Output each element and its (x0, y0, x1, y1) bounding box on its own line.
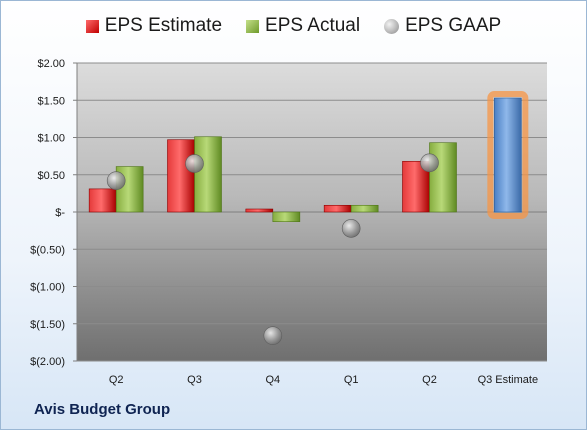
bar-eps-estimate (494, 97, 522, 213)
legend-label-estimate: EPS Estimate (104, 15, 223, 36)
bar-eps-estimate (323, 204, 352, 213)
x-tick-label: Q2 (422, 374, 437, 386)
y-tick-label: $1.50 (37, 95, 65, 107)
point-eps-gaap (341, 219, 361, 238)
y-tick-label: $(2.00) (30, 356, 65, 368)
y-tick-label: $(0.50) (30, 244, 65, 256)
y-tick-label: $0.50 (37, 170, 65, 182)
bar-eps-actual (272, 211, 301, 222)
bar-eps-estimate (167, 139, 195, 213)
x-tick-label: Q2 (109, 374, 124, 386)
point-eps-gaap (106, 171, 126, 191)
x-tick-label: Q1 (344, 374, 359, 386)
x-tick-label: Q3 Estimate (478, 374, 539, 386)
forecast-highlight (487, 91, 529, 219)
y-tick-label: $- (55, 207, 65, 219)
legend-item-gaap: EPS GAAP (384, 15, 501, 37)
y-tick-label: $1.00 (37, 133, 65, 145)
legend-item-actual: EPS Actual (246, 15, 360, 37)
legend-item-estimate: EPS Estimate (85, 15, 223, 37)
point-eps-gaap (420, 153, 439, 173)
legend-swatch-actual (246, 19, 260, 33)
legend-swatch-gaap (384, 18, 400, 34)
y-tick-label: $2.00 (37, 58, 65, 70)
bar-eps-estimate (245, 208, 274, 213)
legend-label-actual: EPS Actual (265, 15, 361, 36)
bar-eps-actual (194, 136, 222, 213)
x-tick-label: Q4 (265, 374, 280, 386)
point-eps-gaap (263, 326, 283, 345)
bar-eps-estimate (88, 188, 117, 213)
legend-swatch-estimate (85, 19, 99, 33)
company-name: Avis Budget Group (34, 401, 171, 418)
legend-label-gaap: EPS GAAP (405, 15, 502, 36)
bar-eps-actual (429, 142, 457, 213)
y-tick-label: $(1.00) (30, 282, 65, 294)
bar-eps-actual (350, 204, 379, 213)
legend: EPS Estimate EPS Actual EPS GAAP (1, 15, 586, 37)
y-tick-label: $(1.50) (30, 319, 65, 331)
point-eps-gaap (185, 154, 204, 173)
x-tick-label: Q3 (187, 374, 202, 386)
